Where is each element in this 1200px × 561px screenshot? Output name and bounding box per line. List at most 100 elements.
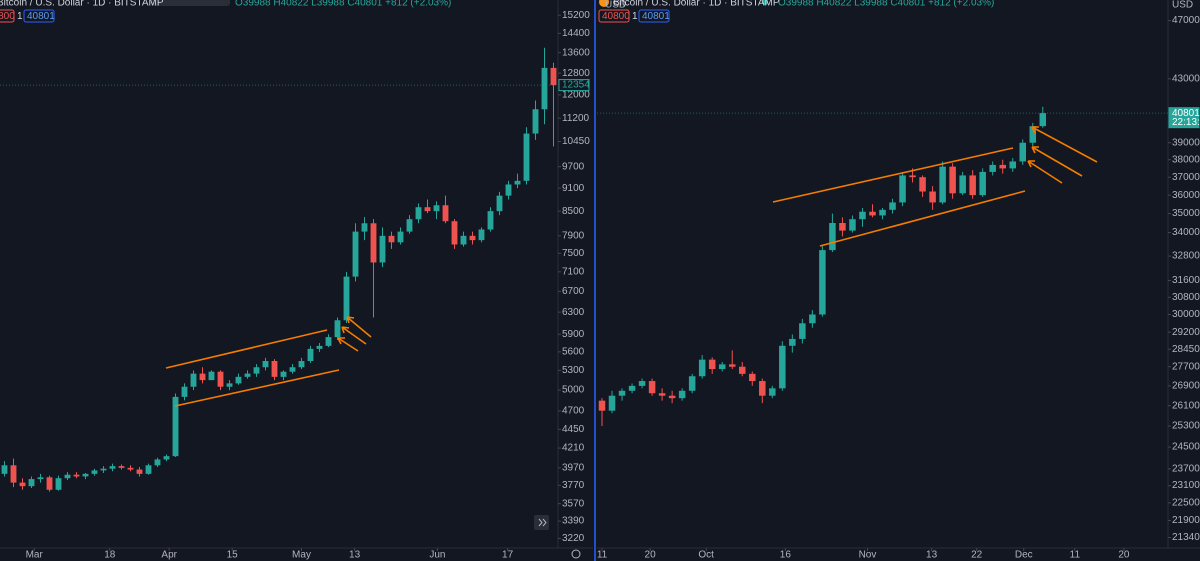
candle-body [819, 250, 826, 315]
candle-body [109, 466, 116, 469]
y-tick-label: 3390 [562, 516, 585, 527]
x-tick-label: Dec [1015, 550, 1033, 561]
countdown: 22:13:08 [1172, 117, 1200, 128]
y-tick-label: 29200 [1172, 327, 1200, 338]
candle-body [919, 177, 926, 192]
last-price-tag [558, 79, 590, 92]
y-tick-label: 27700 [1172, 361, 1200, 372]
candle-body [532, 109, 539, 134]
y-tick-label: 8500 [562, 206, 585, 217]
x-tick-label: Nov [859, 550, 877, 561]
candle-body [929, 191, 936, 203]
candle-body [46, 477, 53, 490]
candle-body [859, 211, 866, 220]
candle-body [708, 359, 716, 370]
y-tick-label: 12800 [562, 68, 590, 79]
candle-body [909, 175, 916, 178]
candle-body [172, 396, 179, 457]
y-tick-label: 32800 [1172, 251, 1200, 262]
candle-body [698, 359, 706, 377]
indicator-pill[interactable] [150, 0, 230, 6]
candle-body [1009, 161, 1016, 169]
y-tick-label: 9700 [562, 161, 585, 172]
y-tick-label: 35000 [1172, 208, 1200, 219]
candle-body [262, 361, 269, 368]
candle-body [678, 390, 686, 399]
y-tick-label: 7900 [562, 230, 585, 241]
y-tick-label: 43000 [1172, 73, 1200, 84]
candle-body [979, 171, 986, 196]
x-tick-label: 22 [971, 550, 983, 561]
bid-box[interactable] [0, 9, 15, 23]
candle-body [718, 364, 726, 370]
y-tick-label: 5600 [562, 346, 585, 357]
x-tick-label: 13 [926, 550, 938, 561]
arrow [1027, 160, 1063, 184]
candle-body [433, 205, 440, 212]
candle-body [64, 474, 71, 479]
y-tick-label: 13600 [562, 47, 590, 58]
y-tick-label: 3220 [562, 533, 585, 544]
candle-body [618, 390, 626, 396]
y-tick-label: 11200 [562, 113, 590, 124]
currency: USD [1172, 0, 1193, 11]
candle-body [799, 323, 806, 339]
candle-body [829, 222, 836, 251]
y-tick-label: 21340 [1172, 532, 1200, 543]
y-tick-label: 36000 [1172, 190, 1200, 201]
ask-box[interactable] [638, 9, 670, 23]
candle-body [969, 175, 976, 196]
settings-icon[interactable] [571, 549, 581, 559]
y-tick-label: 15200 [562, 10, 590, 21]
candle-body [478, 229, 485, 241]
y-tick-label: 10450 [562, 136, 590, 147]
x-tick-label: Mar [26, 550, 44, 561]
quantity: 1 [17, 11, 23, 22]
y-tick-label: 3570 [562, 498, 585, 509]
candle-body [406, 219, 413, 232]
candle-body [789, 338, 796, 346]
candle-body [118, 466, 125, 468]
candle-body [163, 456, 170, 460]
candle-body [235, 376, 242, 384]
candle-body [779, 345, 786, 389]
y-tick-label: 23100 [1172, 480, 1200, 491]
arrow [337, 337, 359, 352]
candle-body [397, 231, 404, 243]
symbol-icon [599, 0, 609, 7]
y-tick-label: 12000 [562, 90, 590, 101]
candle-body [271, 361, 278, 377]
ask-price: 40801 [27, 11, 55, 22]
arrow [1031, 146, 1083, 177]
candle-body [361, 223, 368, 232]
y-tick-label: 4210 [562, 443, 585, 454]
candle-body [334, 320, 341, 338]
candle-body [28, 479, 35, 487]
candle-body [343, 276, 350, 321]
candle-body [648, 381, 656, 394]
y-tick-label: 37000 [1172, 172, 1200, 183]
y-tick-label: 34000 [1172, 227, 1200, 238]
x-tick-label: 17 [502, 550, 514, 561]
ask-box[interactable] [23, 9, 55, 23]
candle-body [307, 348, 314, 362]
candle-body [10, 465, 17, 483]
candle-body [181, 386, 188, 397]
y-tick-label: 7100 [562, 266, 585, 277]
currency: USD [605, 0, 626, 11]
candle-body [496, 195, 503, 212]
y-tick-label: 28450 [1172, 344, 1200, 355]
channel-line [772, 147, 1014, 203]
candle-body [199, 373, 206, 381]
candle-body [136, 469, 143, 474]
candle-body [325, 337, 332, 346]
y-tick-label: 47000 [1172, 15, 1200, 26]
y-tick-label: 30800 [1172, 292, 1200, 303]
bid-box[interactable] [598, 9, 630, 23]
candle-body [289, 367, 296, 372]
y-tick-label: 6700 [562, 286, 585, 297]
x-tick-label: 20 [645, 550, 657, 561]
candle-body [388, 235, 395, 243]
status-dot [762, 0, 768, 5]
